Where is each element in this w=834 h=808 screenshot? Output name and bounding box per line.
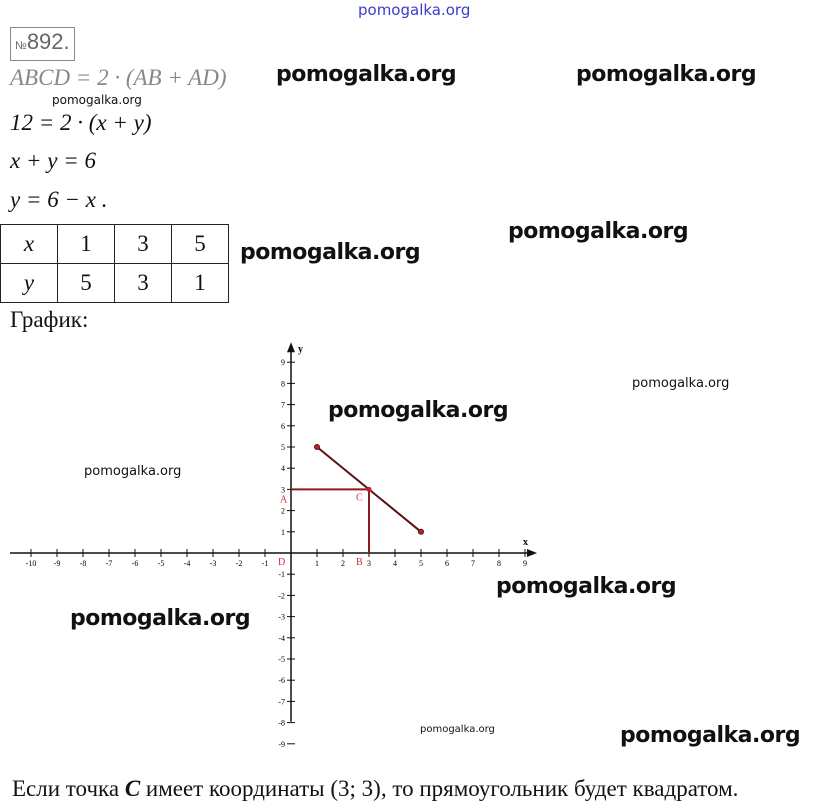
point-label-a: A xyxy=(280,494,288,505)
table-row: y 5 3 1 xyxy=(0,263,229,303)
point-label-c: C xyxy=(356,492,363,503)
watermark: pomogalka.org xyxy=(52,93,142,107)
table-cell: 1 xyxy=(57,224,115,264)
x-tick-label: 8 xyxy=(497,559,501,568)
y-tick-label: 1 xyxy=(281,528,285,537)
y-tick-label: -2 xyxy=(278,591,285,600)
x-tick-label: 9 xyxy=(523,559,527,568)
graph-label: График: xyxy=(10,307,89,332)
point-c-marker xyxy=(366,486,372,492)
number-sign: № xyxy=(15,40,27,52)
y-tick-label: -3 xyxy=(278,613,285,622)
watermark: pomogalka.org xyxy=(358,1,471,19)
watermark: pomogalka.org xyxy=(420,724,495,735)
x-tick-label: -9 xyxy=(54,559,61,568)
data-point xyxy=(314,444,320,450)
equation-2: x + y = 6 xyxy=(10,148,96,173)
values-table: x 1 3 5 y 5 3 1 xyxy=(0,224,229,303)
watermark: pomogalka.org xyxy=(620,723,801,748)
coordinate-graph: x y -10 -9 -8 -7 -6 -5 -4 -3 -2 -1 1 2 3 4 5 6 7 8 9 9 8 7 6 5 4 3 2… xyxy=(10,342,537,749)
y-axis-arrow-icon xyxy=(287,342,295,353)
x-tick-label: -7 xyxy=(106,559,113,568)
x-tick-label: -6 xyxy=(132,559,139,568)
y-tick-label: 2 xyxy=(281,507,285,516)
y-tick-label: 6 xyxy=(281,422,285,431)
table-cell: 3 xyxy=(114,263,172,303)
y-axis-label: y xyxy=(298,344,303,355)
y-tick-label: -9 xyxy=(278,740,285,749)
watermark: pomogalka.org xyxy=(70,606,251,631)
x-tick-label: -1 xyxy=(262,559,269,568)
number: 892. xyxy=(26,29,70,54)
watermark: pomogalka.org xyxy=(496,574,677,599)
data-point xyxy=(418,528,424,535)
table-cell: 5 xyxy=(171,224,229,264)
x-tick-label: 1 xyxy=(315,559,319,568)
watermark: pomogalka.org xyxy=(84,464,182,479)
x-tick-label: -8 xyxy=(80,559,87,568)
table-row: x 1 3 5 xyxy=(0,224,229,264)
table-cell: 1 xyxy=(171,263,229,303)
point-label-d: D xyxy=(278,557,285,568)
x-tick-label: -3 xyxy=(210,559,217,568)
watermark: pomogalka.org xyxy=(240,240,421,265)
x-tick-label: 6 xyxy=(445,559,449,568)
problem-number: №892. xyxy=(10,27,75,61)
x-tick-label: 2 xyxy=(341,559,345,568)
equation-3: y = 6 − x . xyxy=(10,187,108,212)
conclusion-post: имеет координаты (3; 3), то прямоугольни… xyxy=(140,776,739,801)
x-tick-label: -2 xyxy=(236,559,243,568)
watermark: pomogalka.org xyxy=(576,62,757,87)
x-tick-label: -5 xyxy=(158,559,165,568)
x-tick-label: 5 xyxy=(419,559,423,568)
table-cell: 5 xyxy=(57,263,115,303)
watermark: pomogalka.org xyxy=(276,62,457,87)
y-tick-label: 9 xyxy=(281,358,285,367)
y-tick-label: -8 xyxy=(278,719,285,728)
formula-perimeter: ABCD = 2 · (AB + AD) xyxy=(10,65,227,90)
x-axis-label: x xyxy=(523,537,528,548)
x-tick-label: -10 xyxy=(26,559,37,568)
y-tick-label: 3 xyxy=(281,485,285,494)
x-tick-label: 4 xyxy=(393,559,397,568)
y-tick-label: -6 xyxy=(278,676,285,685)
x-tick-label: 3 xyxy=(367,559,371,568)
x-tick-label: -4 xyxy=(184,559,191,568)
x-axis-arrow-icon xyxy=(527,549,537,557)
watermark: pomogalka.org xyxy=(508,219,689,244)
y-tick-label: -4 xyxy=(278,634,285,643)
y-tick-label: -7 xyxy=(278,697,285,706)
conclusion-point: C xyxy=(124,776,141,801)
y-tick-label: 5 xyxy=(281,443,285,452)
y-tick-label: -1 xyxy=(278,570,285,579)
equation-1: 12 = 2 · (x + y) xyxy=(10,110,152,135)
watermark: pomogalka.org xyxy=(328,398,509,423)
conclusion-text: Если точка C имеет координаты (3; 3), то… xyxy=(12,775,738,802)
table-header: x xyxy=(0,224,58,264)
conclusion-pre: Если точка xyxy=(12,776,125,801)
y-tick-label: 8 xyxy=(281,379,285,388)
point-label-b: B xyxy=(356,557,363,568)
x-tick-label: 7 xyxy=(471,559,475,568)
table-header: y xyxy=(0,263,58,303)
y-tick-label: -5 xyxy=(278,655,285,664)
table-cell: 3 xyxy=(114,224,172,264)
y-tick-label: 7 xyxy=(281,401,285,410)
y-tick-label: 4 xyxy=(281,464,285,473)
watermark: pomogalka.org xyxy=(632,376,730,391)
